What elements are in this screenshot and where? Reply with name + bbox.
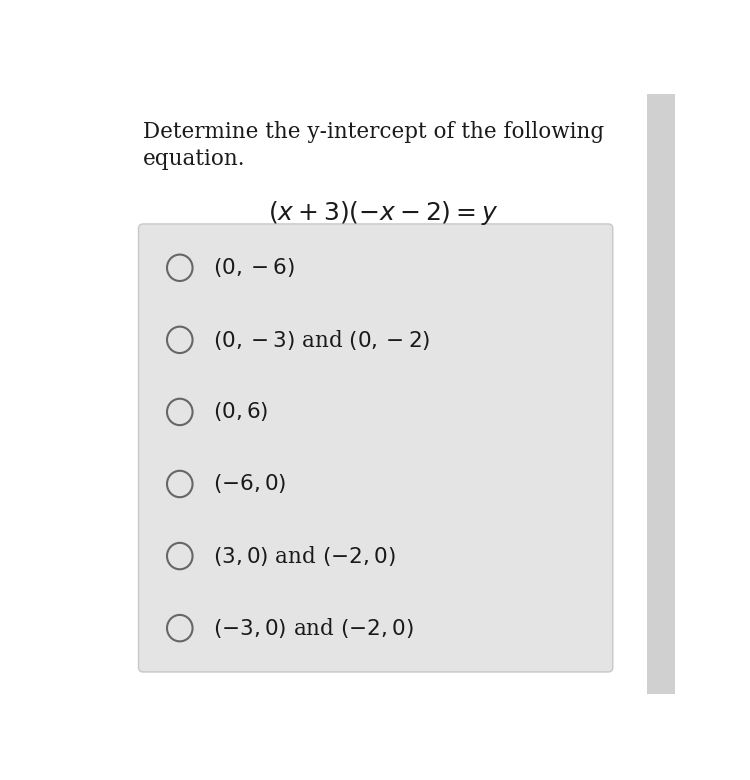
Circle shape bbox=[167, 543, 193, 569]
Text: equation.: equation. bbox=[143, 147, 246, 170]
Text: $(0, -3)$ and $(0, -2)$: $(0, -3)$ and $(0, -2)$ bbox=[213, 328, 430, 352]
Circle shape bbox=[167, 254, 193, 281]
Text: $(x + 3)(-x - 2) = y$: $(x + 3)(-x - 2) = y$ bbox=[268, 199, 499, 227]
Circle shape bbox=[167, 615, 193, 641]
Text: $(-6, 0)$: $(-6, 0)$ bbox=[213, 473, 286, 495]
Circle shape bbox=[167, 327, 193, 353]
Text: $(3, 0)$ and $(-2, 0)$: $(3, 0)$ and $(-2, 0)$ bbox=[213, 544, 395, 568]
Text: $(0, -6)$: $(0, -6)$ bbox=[213, 257, 295, 279]
Circle shape bbox=[167, 399, 193, 425]
Text: Determine the y-intercept of the following: Determine the y-intercept of the followi… bbox=[143, 121, 604, 143]
Text: $(-3, 0)$ and $(-2, 0)$: $(-3, 0)$ and $(-2, 0)$ bbox=[213, 616, 413, 640]
Text: $(0, 6)$: $(0, 6)$ bbox=[213, 400, 268, 424]
Circle shape bbox=[167, 471, 193, 497]
FancyBboxPatch shape bbox=[647, 94, 675, 694]
FancyBboxPatch shape bbox=[139, 224, 613, 672]
